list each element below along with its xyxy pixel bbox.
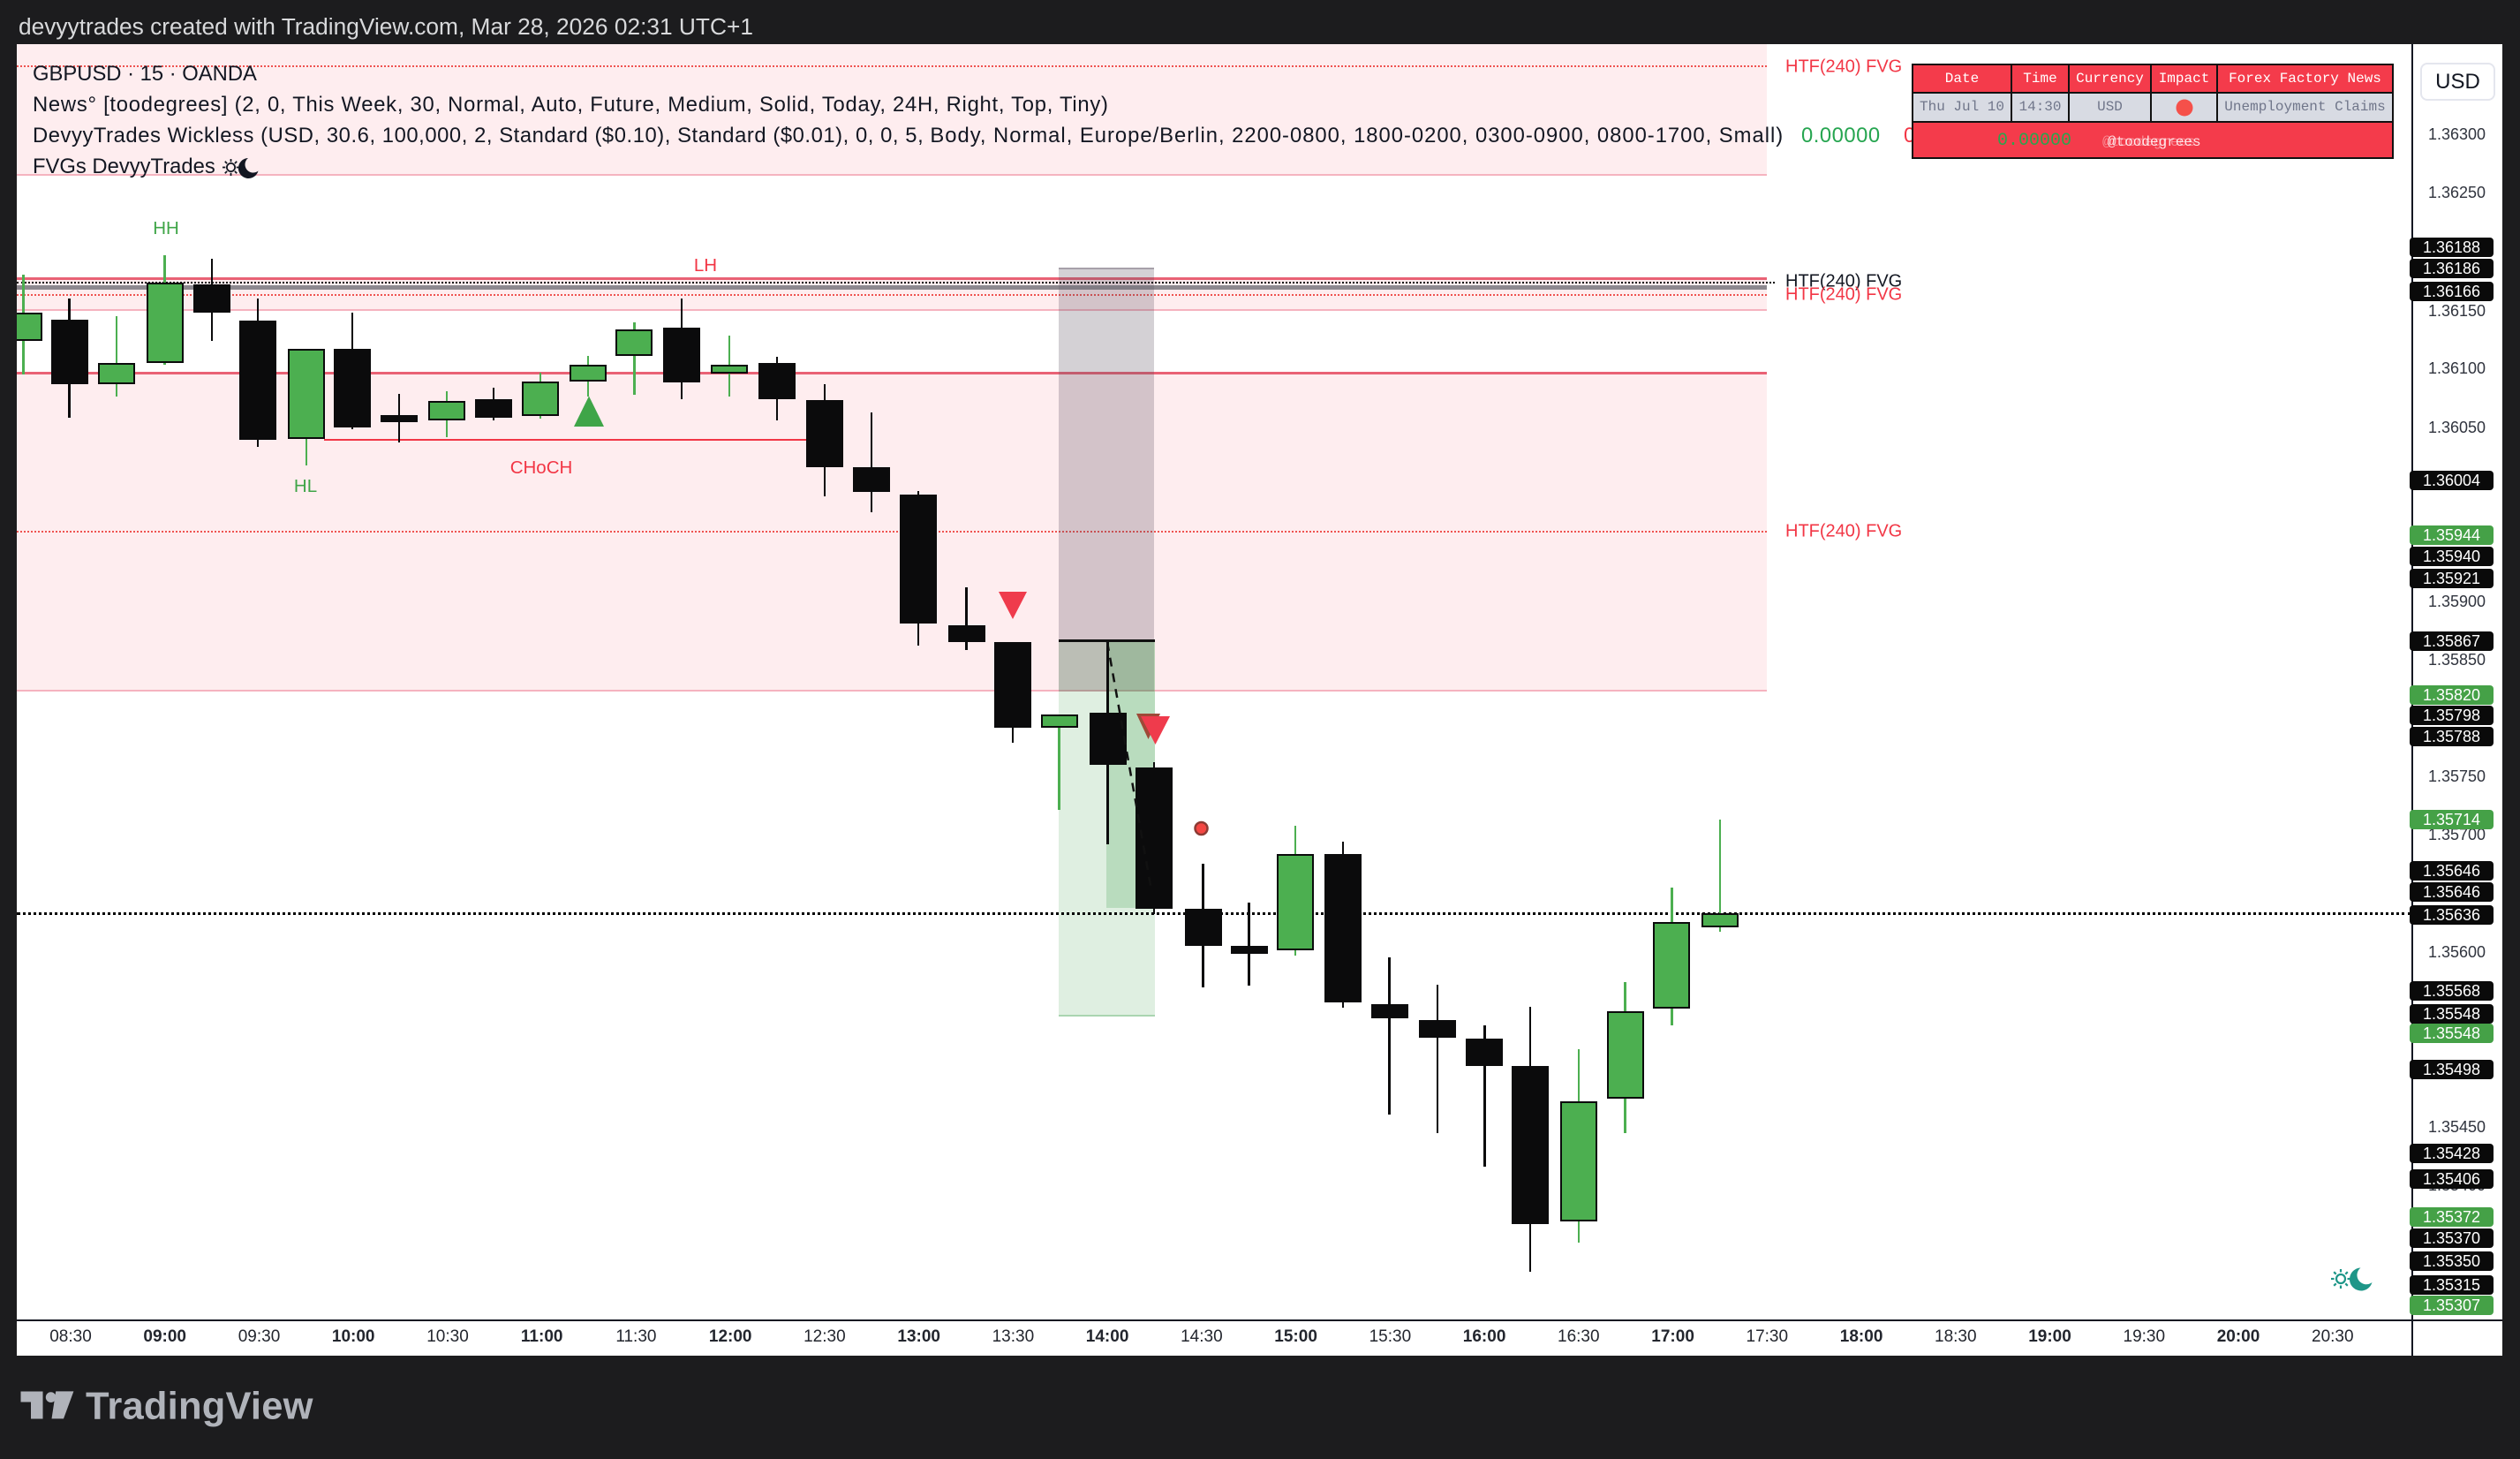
svg-text:TradingView: TradingView: [86, 1386, 313, 1428]
